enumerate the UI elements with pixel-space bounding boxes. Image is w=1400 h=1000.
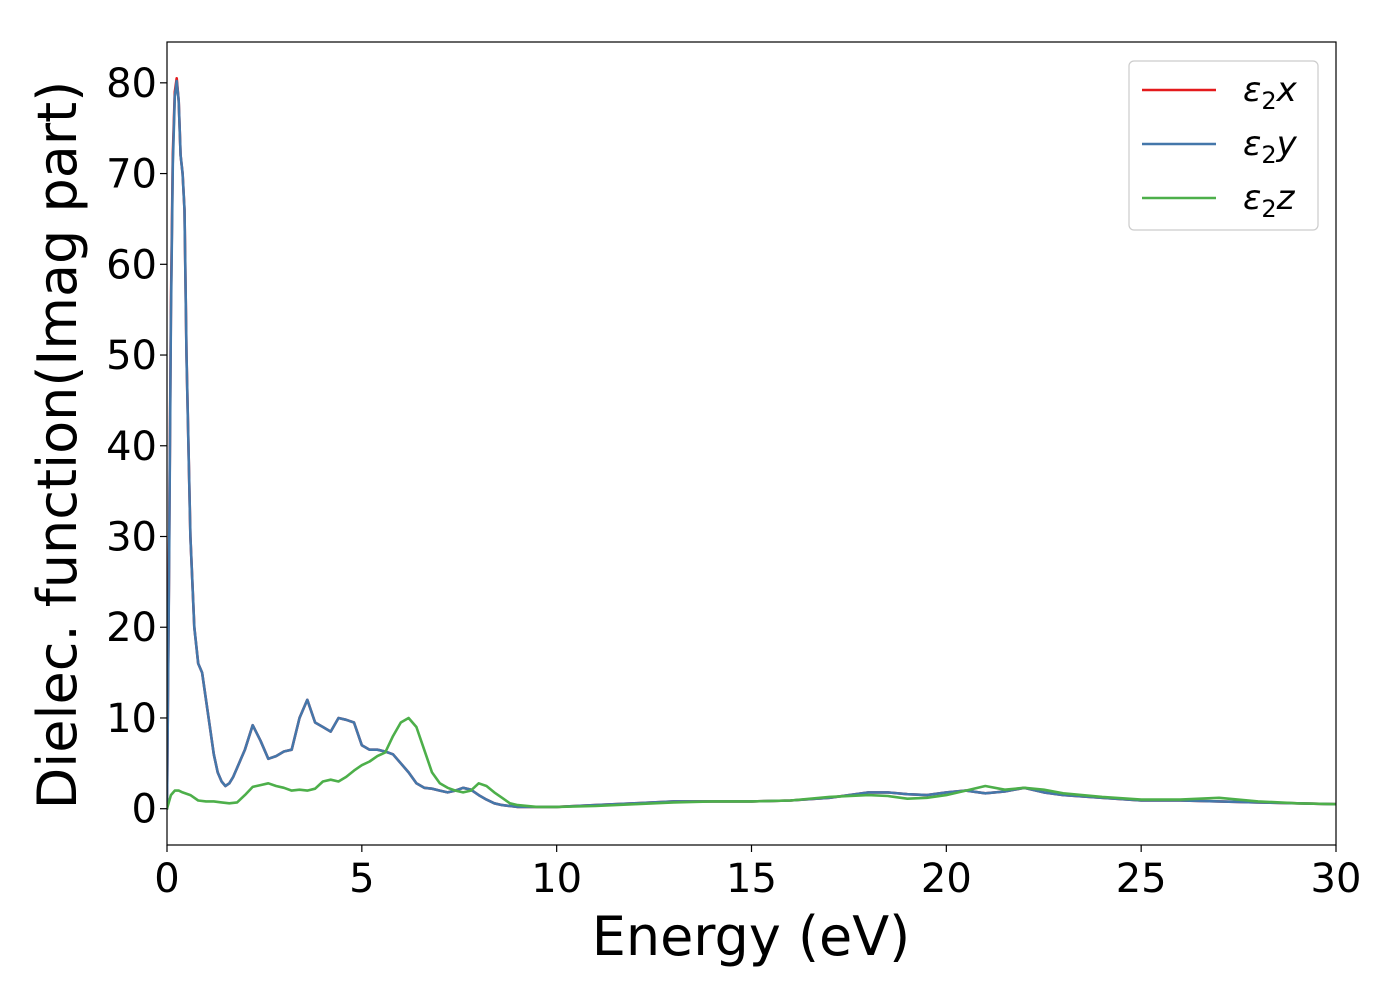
y-tick-label: 80 bbox=[106, 61, 157, 107]
legend-label-y: ε2y bbox=[1243, 124, 1298, 169]
x-tick-label: 5 bbox=[349, 856, 374, 902]
x-tick-label: 20 bbox=[921, 856, 972, 902]
y-axis: 0 10 20 30 40 50 60 70 80 bbox=[106, 61, 167, 833]
y-tick-label: 70 bbox=[106, 152, 157, 198]
y-tick-label: 10 bbox=[106, 696, 157, 742]
series-line-y bbox=[167, 79, 1336, 810]
y-tick-label: 30 bbox=[106, 515, 157, 561]
y-tick-label: 60 bbox=[106, 242, 157, 288]
x-tick-label: 0 bbox=[154, 856, 179, 902]
x-axis: 0 5 10 15 20 25 30 bbox=[154, 845, 1361, 902]
y-tick-label: 20 bbox=[106, 605, 157, 651]
series-layer bbox=[167, 77, 1336, 810]
x-axis-title: Energy (eV) bbox=[592, 905, 911, 968]
y-tick-label: 40 bbox=[106, 424, 157, 470]
series-line-z bbox=[167, 716, 1336, 810]
y-tick-label: 0 bbox=[132, 787, 157, 833]
x-tick-label: 25 bbox=[1116, 856, 1167, 902]
legend-frame bbox=[1128, 60, 1319, 231]
y-tick-label: 50 bbox=[106, 333, 157, 379]
legend-label-z: ε2z bbox=[1243, 178, 1296, 223]
x-tick-label: 30 bbox=[1311, 856, 1362, 902]
x-tick-label: 10 bbox=[531, 856, 582, 902]
y-axis-title: Dielec. function(Imag part) bbox=[26, 81, 89, 810]
x-tick-label: 15 bbox=[726, 856, 777, 902]
legend-label-x: ε2x bbox=[1243, 70, 1298, 115]
legend: ε2x ε2y ε2z bbox=[1128, 60, 1319, 231]
